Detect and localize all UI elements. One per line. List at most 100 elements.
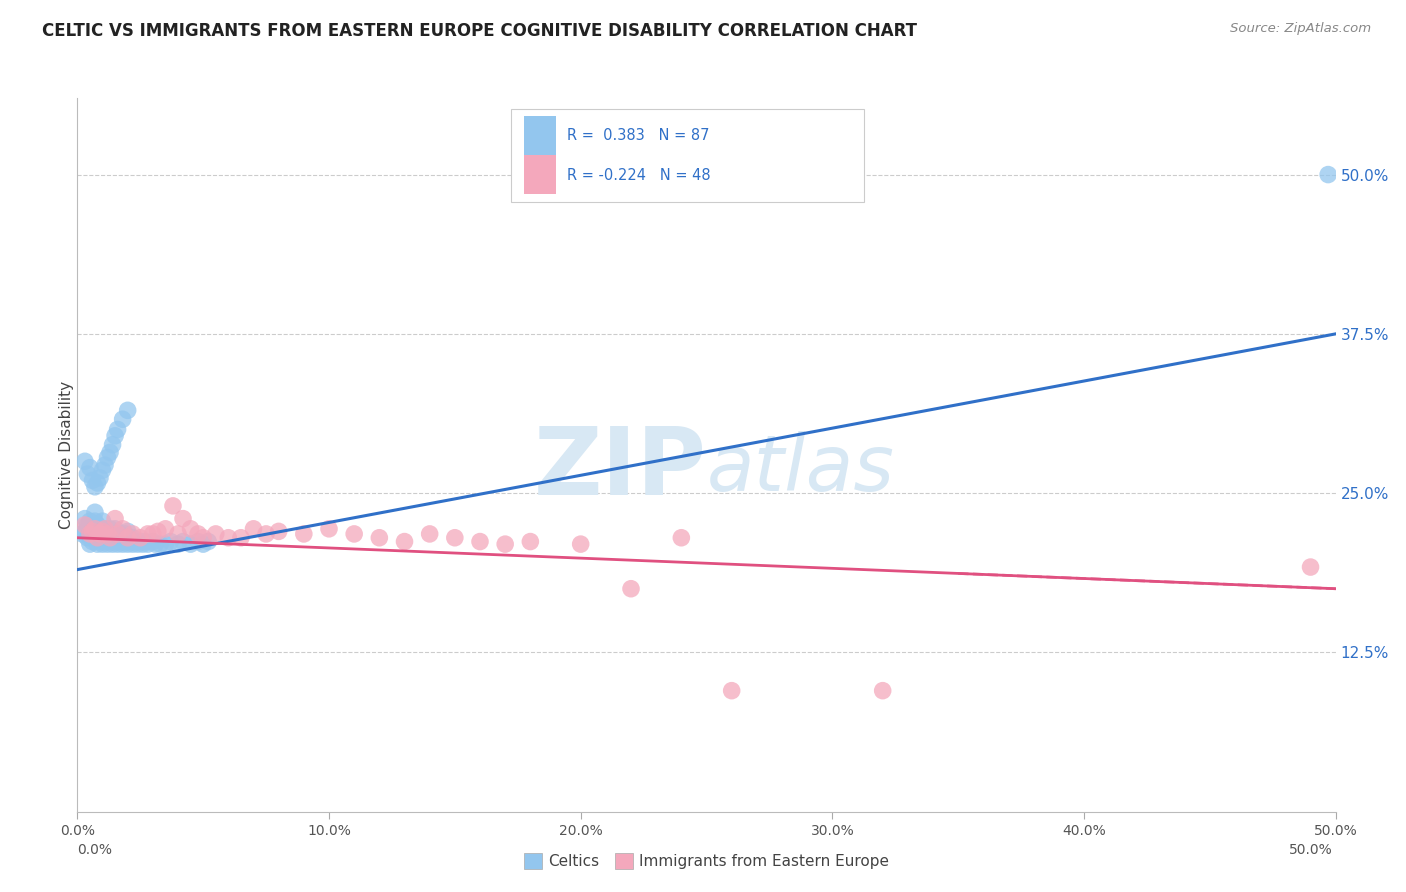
Point (519, 534, 541, 549)
Point (620, 582, 643, 596)
Point (155, 522, 177, 536)
Point (292, 527, 315, 541)
Point (107, 527, 129, 541)
Point (98, 534, 121, 549)
Point (120, 534, 142, 549)
Point (720, 683, 742, 698)
Point (671, 531, 693, 545)
Point (267, 524, 290, 539)
Point (73, 518, 96, 533)
Point (89, 527, 111, 541)
Point (79, 460, 101, 475)
Point (111, 412, 134, 426)
Point (167, 527, 190, 541)
Point (107, 537, 129, 551)
Point (98, 445, 121, 459)
Point (129, 534, 152, 549)
Point (104, 511, 127, 525)
Point (108, 534, 131, 549)
Point (84, 524, 107, 539)
Point (107, 422, 129, 436)
Point (104, 429, 127, 443)
Point (104, 522, 127, 536)
Y-axis label: Cognitive Disability: Cognitive Disability (59, 381, 73, 529)
Point (394, 534, 416, 549)
Point (91, 531, 114, 545)
Text: atlas: atlas (707, 431, 894, 508)
Text: Source: ZipAtlas.com: Source: ZipAtlas.com (1230, 22, 1371, 36)
Point (82, 524, 104, 539)
Point (96, 527, 118, 541)
Point (149, 537, 172, 551)
Point (129, 531, 152, 545)
Point (343, 527, 366, 541)
Point (142, 527, 165, 541)
Point (98, 522, 121, 536)
Point (146, 524, 169, 539)
Legend: Celtics, Immigrants from Eastern Europe: Celtics, Immigrants from Eastern Europe (517, 847, 896, 875)
Text: 50.0%: 50.0% (1289, 843, 1333, 857)
Point (82, 522, 104, 536)
Point (84, 505, 107, 519)
Point (117, 524, 139, 539)
Point (318, 522, 340, 536)
Point (91, 524, 114, 539)
Point (111, 531, 134, 545)
Point (142, 534, 165, 549)
FancyBboxPatch shape (512, 109, 863, 202)
Point (94, 522, 117, 536)
Point (191, 531, 215, 545)
Point (101, 531, 124, 545)
Point (172, 511, 194, 525)
Point (254, 527, 277, 541)
Point (76, 467, 98, 481)
Point (101, 438, 124, 452)
Point (114, 527, 136, 541)
Point (86, 527, 108, 541)
Point (82, 527, 104, 541)
Text: ZIP: ZIP (534, 423, 707, 516)
Point (368, 531, 391, 545)
Point (204, 527, 226, 541)
Point (84, 480, 107, 494)
Point (98, 531, 121, 545)
Point (143, 537, 166, 551)
Point (134, 534, 156, 549)
Point (89, 534, 111, 549)
Point (124, 534, 146, 549)
Point (91, 463, 114, 477)
Point (89, 471, 111, 485)
Point (73, 454, 96, 468)
Point (91, 514, 114, 528)
Point (94, 522, 117, 536)
Point (136, 527, 159, 541)
Point (89, 527, 111, 541)
Point (73, 511, 96, 525)
Point (94, 458, 117, 472)
Point (159, 534, 181, 549)
Point (91, 524, 114, 539)
Point (121, 537, 143, 551)
Point (79, 514, 101, 528)
Point (167, 537, 190, 551)
Point (86, 531, 108, 545)
Point (121, 531, 143, 545)
Point (84, 522, 107, 536)
Text: CELTIC VS IMMIGRANTS FROM EASTERN EUROPE COGNITIVE DISABILITY CORRELATION CHART: CELTIC VS IMMIGRANTS FROM EASTERN EUROPE… (42, 22, 917, 40)
Point (217, 531, 239, 545)
Point (84, 531, 107, 545)
Point (73, 524, 96, 539)
Point (98, 527, 121, 541)
Point (86, 518, 108, 533)
Point (111, 522, 134, 536)
Point (82, 534, 104, 549)
Point (94, 527, 117, 541)
Point (108, 527, 131, 541)
Point (172, 534, 194, 549)
Text: R = -0.224   N = 48: R = -0.224 N = 48 (567, 168, 710, 183)
Point (191, 537, 215, 551)
Point (96, 524, 118, 539)
Point (86, 475, 108, 490)
Point (444, 531, 467, 545)
Point (91, 537, 114, 551)
